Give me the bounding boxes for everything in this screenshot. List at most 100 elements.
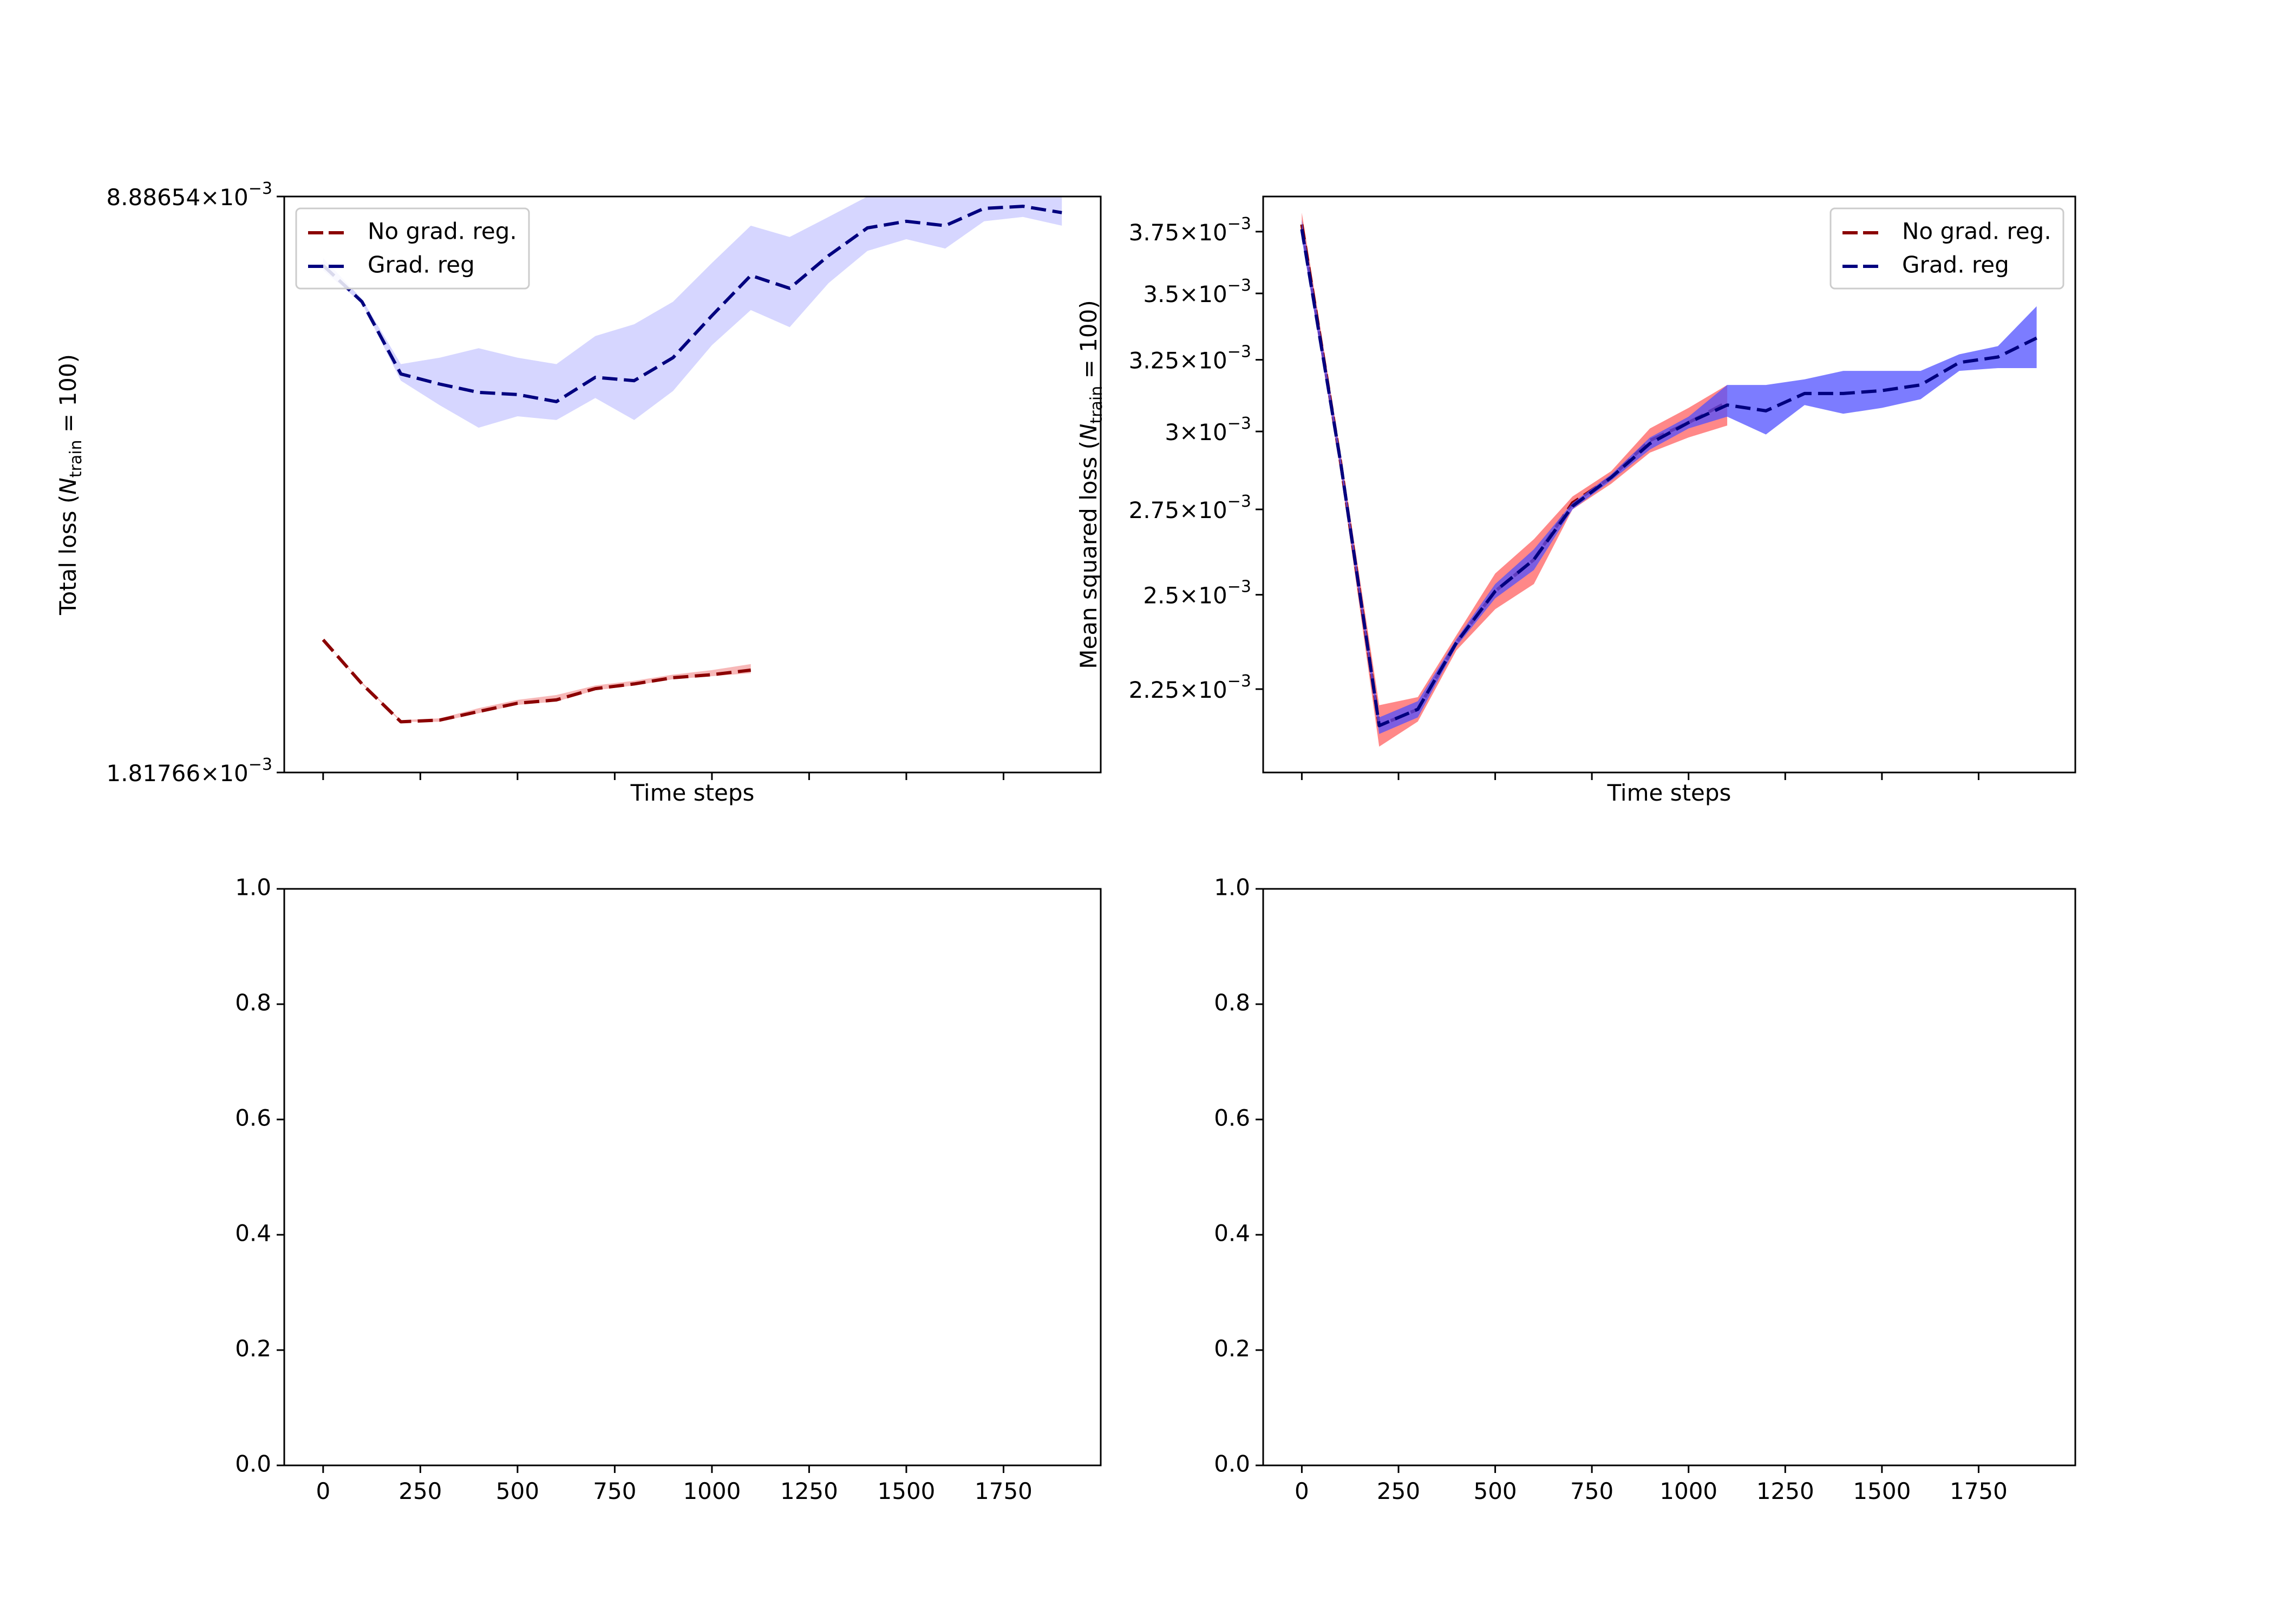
y-tick-base: 10 [1198, 582, 1227, 608]
y-tick-label: 3.5×10−3 [1143, 276, 1251, 307]
data-point [400, 373, 402, 375]
axes-frame [1262, 888, 2076, 1466]
y-tick-label: 2.25×10−3 [1129, 671, 1251, 703]
y-tick-exponent: −3 [1227, 342, 1251, 361]
series-grad-reg [1300, 220, 2037, 734]
x-axis: 0 250 500 750 1000 1250 1500 1750 [1295, 1465, 2008, 1504]
y-tick-base: 10 [1198, 676, 1227, 703]
times-symbol: × [200, 760, 219, 787]
x-tick-label: 1500 [878, 1478, 936, 1504]
y-tick-label: 1.0 [1214, 874, 1250, 901]
data-point [1803, 392, 1806, 395]
y-tick-mantissa: 3.5 [1143, 281, 1179, 307]
data-point [556, 699, 558, 701]
y-tick-base: 10 [219, 184, 248, 211]
data-point [517, 702, 519, 704]
y-axis: 3.75×10−33.5×10−33.25×10−33×10−32.75×10−… [1075, 214, 1263, 703]
data-point [672, 357, 674, 359]
y-tick-label: 0.0 [1214, 1451, 1250, 1477]
data-point [1649, 442, 1651, 444]
x-tick-label: 750 [593, 1478, 636, 1504]
x-tick-label: 0 [1295, 1478, 1309, 1504]
y-tick-label: 3.75×10−3 [1129, 214, 1251, 245]
y-tick-exponent: −3 [249, 179, 272, 198]
x-tick-label: 1500 [1853, 1478, 1911, 1504]
x-axis-label: Time steps [630, 780, 755, 806]
legend-item: Grad. reg [1842, 252, 2009, 278]
data-point [1339, 461, 1342, 463]
y-label-text: Total loss ( [55, 495, 81, 615]
axes-frame [1262, 195, 2076, 774]
y-tick-exponent: −3 [1227, 214, 1251, 233]
subplot-top-right: Time steps3.75×10−33.5×10−33.25×10−33×10… [1075, 195, 2076, 806]
data-point [556, 401, 558, 403]
data-point [1765, 410, 1767, 412]
y-label-subscript: train [1087, 386, 1106, 424]
y-tick-label: 1.81766×10−3 [106, 755, 272, 787]
data-point [400, 721, 402, 723]
times-symbol: × [1179, 676, 1198, 703]
y-tick-mantissa: 3.25 [1129, 347, 1180, 374]
legend-frame [295, 207, 530, 290]
y-tick-base: 10 [1198, 219, 1227, 245]
y-tick-label: 3×10−3 [1165, 414, 1251, 446]
y-tick-label: 8.88654×10−3 [106, 179, 272, 211]
data-point [1571, 505, 1573, 507]
y-label-tail: = 100) [1075, 300, 1102, 385]
times-symbol: × [1179, 497, 1198, 523]
data-point [478, 710, 480, 712]
data-point [1301, 228, 1303, 231]
series-no-grad-reg [322, 638, 752, 724]
data-point [322, 639, 324, 641]
y-tick-exponent: −3 [1227, 577, 1251, 596]
data-point [439, 719, 441, 721]
y-tick-base: 10 [1198, 347, 1227, 374]
series-grad-reg [322, 197, 1063, 428]
data-point [983, 207, 985, 209]
plot-area [322, 197, 1063, 724]
data-point [517, 394, 519, 396]
y-tick-label: 0.4 [235, 1220, 271, 1247]
y-label-subscript: train [67, 440, 86, 477]
y-tick-label: 1.0 [235, 874, 271, 901]
times-symbol: × [1179, 419, 1198, 446]
y-tick-mantissa: 1.81766 [106, 760, 200, 787]
x-tick-label: 1000 [1659, 1478, 1717, 1504]
y-tick-mantissa: 2.5 [1143, 582, 1179, 608]
legend-item: No grad. reg. [1842, 218, 2051, 245]
x-axis: 0 250 500 750 1000 1250 1500 1750 [316, 1465, 1033, 1504]
legend: No grad. reg. Grad. reg [295, 207, 530, 290]
data-point [1958, 362, 1961, 364]
series-line [1300, 229, 2037, 728]
subplot-bottom-right: 0 250 500 750 1000 1250 1500 17500.00.20.40.60.… [1214, 874, 2076, 1504]
data-point [1881, 390, 1883, 392]
y-tick-base: 10 [1198, 419, 1227, 446]
x-tick-label: 1250 [780, 1478, 838, 1504]
data-point [1455, 641, 1458, 644]
x-axis: Time steps [322, 772, 1004, 806]
y-tick-label: 0.6 [235, 1105, 271, 1131]
y-tick-mantissa: 3.75 [1129, 219, 1180, 245]
y-tick-mantissa: 3 [1165, 419, 1179, 446]
axes-frame [283, 888, 1102, 1466]
axes-frame [283, 195, 1102, 774]
y-tick-exponent: −3 [249, 755, 272, 774]
data-point [478, 391, 480, 394]
subplots: Time steps8.88654×10−31.81766×10−3Total … [55, 179, 2076, 1504]
data-point [750, 274, 752, 277]
x-tick-label: 500 [1473, 1478, 1517, 1504]
data-point [1061, 212, 1063, 214]
y-tick-exponent: −3 [1227, 276, 1251, 295]
y-tick-exponent: −3 [1227, 671, 1251, 690]
y-axis: 0.0 0.2 0.4 0.6 0.8 1.0 [235, 874, 284, 1477]
data-point [711, 315, 713, 317]
x-tick-label: 750 [1570, 1478, 1613, 1504]
legend-label: Grad. reg [368, 252, 475, 278]
data-point [1997, 356, 1999, 358]
x-tick-label: 250 [1377, 1478, 1420, 1504]
x-axis: Time steps [1301, 772, 1979, 806]
data-point [594, 687, 597, 690]
subplot-top-left: Time steps8.88654×10−31.81766×10−3Total … [55, 179, 1102, 806]
